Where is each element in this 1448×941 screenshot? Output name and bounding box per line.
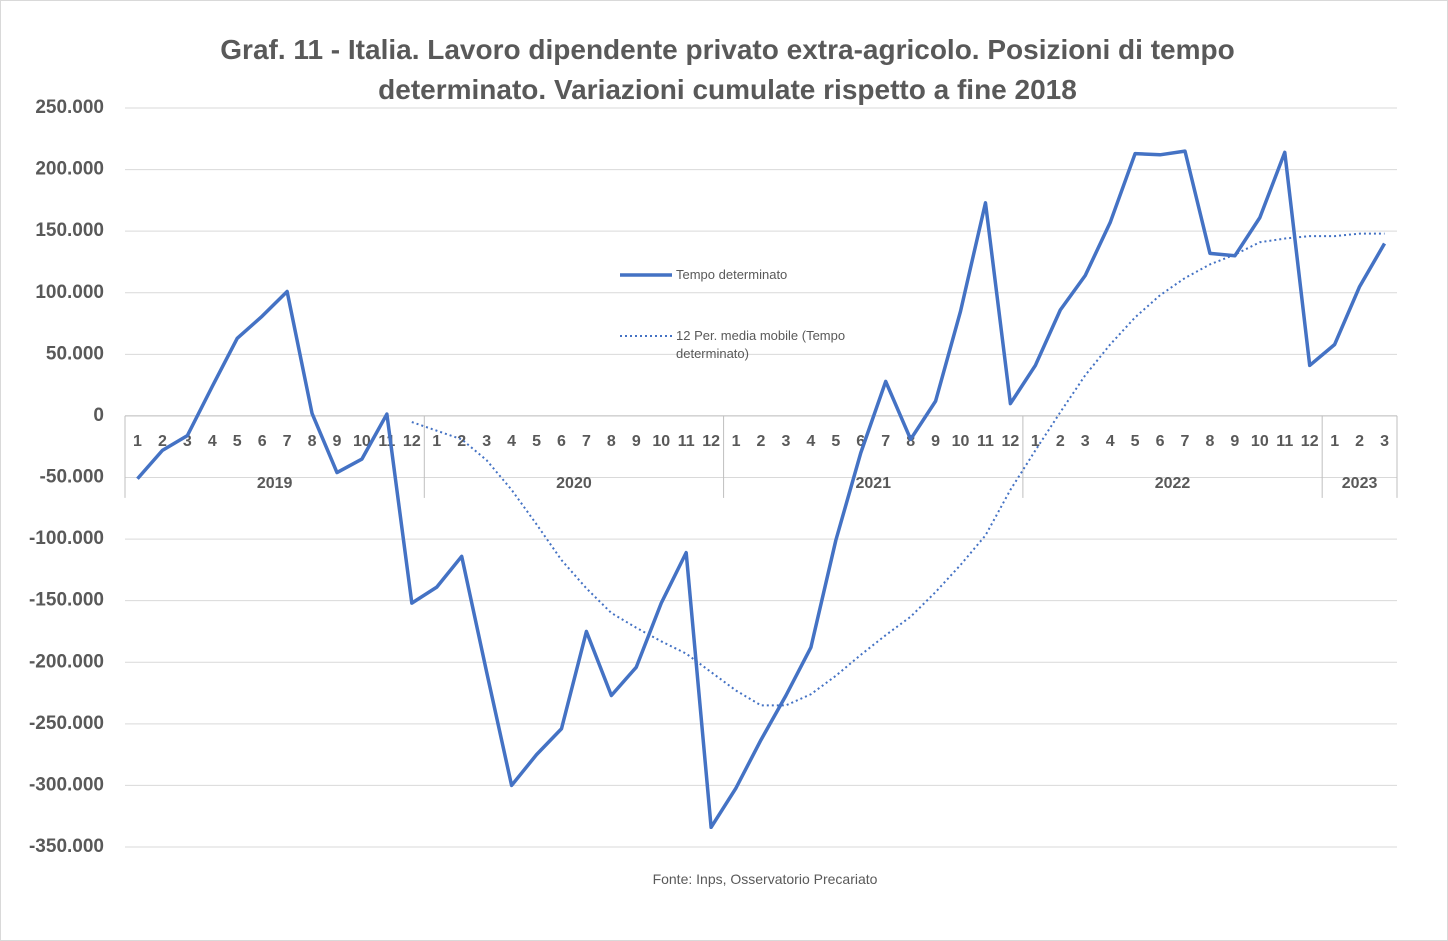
x-tick-label: 1 [1031, 433, 1040, 450]
y-tick-label: -250.000 [29, 713, 104, 734]
x-tick-label: 7 [283, 433, 292, 450]
x-tick-label: 5 [1131, 433, 1140, 450]
x-tick-label: 10 [952, 433, 970, 450]
x-tick-label: 2 [457, 433, 466, 450]
y-tick-label: -200.000 [29, 651, 104, 672]
x-tick-label: 3 [1380, 433, 1389, 450]
x-group-label: 2020 [556, 475, 592, 492]
x-tick-label: 4 [1106, 433, 1115, 450]
x-group-label: 2022 [1155, 475, 1191, 492]
x-tick-label: 9 [632, 433, 641, 450]
y-tick-label: -50.000 [40, 467, 104, 488]
y-tick-label: 50.000 [46, 343, 104, 364]
y-tick-label: -100.000 [29, 528, 104, 549]
x-tick-label: 10 [353, 433, 371, 450]
x-tick-label: 12 [702, 433, 720, 450]
y-tick-label: 200.000 [35, 159, 104, 180]
x-tick-label: 12 [1301, 433, 1319, 450]
x-tick-label: 5 [532, 433, 541, 450]
x-tick-label: 3 [183, 433, 192, 450]
x-tick-label: 11 [678, 433, 695, 450]
y-tick-label: 250.000 [35, 97, 104, 118]
x-tick-label: 8 [607, 433, 616, 450]
x-tick-label: 6 [258, 433, 267, 450]
x-group-label: 2019 [257, 475, 293, 492]
x-tick-label: 11 [1276, 433, 1293, 450]
x-tick-label: 6 [856, 433, 865, 450]
x-tick-label: 1 [432, 433, 441, 450]
x-tick-label: 8 [1205, 433, 1214, 450]
x-tick-label: 2 [158, 433, 167, 450]
x-tick-label: 2 [757, 433, 766, 450]
y-tick-label: -300.000 [29, 774, 104, 795]
x-tick-label: 10 [1251, 433, 1269, 450]
x-tick-label: 5 [233, 433, 242, 450]
x-tick-label: 2 [1056, 433, 1065, 450]
x-tick-label: 9 [931, 433, 940, 450]
legend-label: Tempo determinato [676, 267, 788, 282]
x-tick-label: 7 [881, 433, 890, 450]
x-tick-label: 3 [1081, 433, 1090, 450]
source-note: Fonte: Inps, Osservatorio Precariato [652, 871, 878, 887]
x-tick-label: 10 [652, 433, 670, 450]
x-tick-label: 4 [208, 433, 217, 450]
x-tick-label: 4 [806, 433, 815, 450]
legend-label: 12 Per. media mobile (Tempo determinato) [676, 328, 846, 361]
x-tick-label: 8 [308, 433, 317, 450]
y-tick-label: -150.000 [29, 590, 104, 611]
x-tick-label: 1 [133, 433, 142, 450]
x-tick-label: 7 [582, 433, 591, 450]
x-tick-label: 3 [781, 433, 790, 450]
y-tick-label: 100.000 [35, 282, 104, 303]
x-tick-label: 1 [732, 433, 741, 450]
x-tick-label: 3 [482, 433, 491, 450]
chart-title: Graf. 11 - Italia. Lavoro dipendente pri… [220, 34, 1235, 105]
x-tick-label: 9 [333, 433, 342, 450]
y-tick-label: 0 [93, 405, 104, 426]
x-tick-label: 7 [1181, 433, 1190, 450]
x-tick-label: 8 [906, 433, 915, 450]
x-tick-label: 2 [1355, 433, 1364, 450]
x-tick-label: 6 [557, 433, 566, 450]
x-group-label: 2023 [1342, 475, 1378, 492]
x-tick-label: 6 [1156, 433, 1165, 450]
x-tick-label: 12 [1002, 433, 1020, 450]
y-tick-label: 150.000 [35, 220, 104, 241]
x-tick-label: 1 [1330, 433, 1339, 450]
x-group-label: 2021 [855, 475, 891, 492]
x-tick-label: 9 [1230, 433, 1239, 450]
x-tick-label: 11 [977, 433, 994, 450]
x-tick-label: 5 [831, 433, 840, 450]
x-tick-label: 4 [507, 433, 516, 450]
series-line [136, 149, 1387, 830]
x-tick-label: 12 [403, 433, 421, 450]
y-tick-label: -350.000 [29, 836, 104, 857]
